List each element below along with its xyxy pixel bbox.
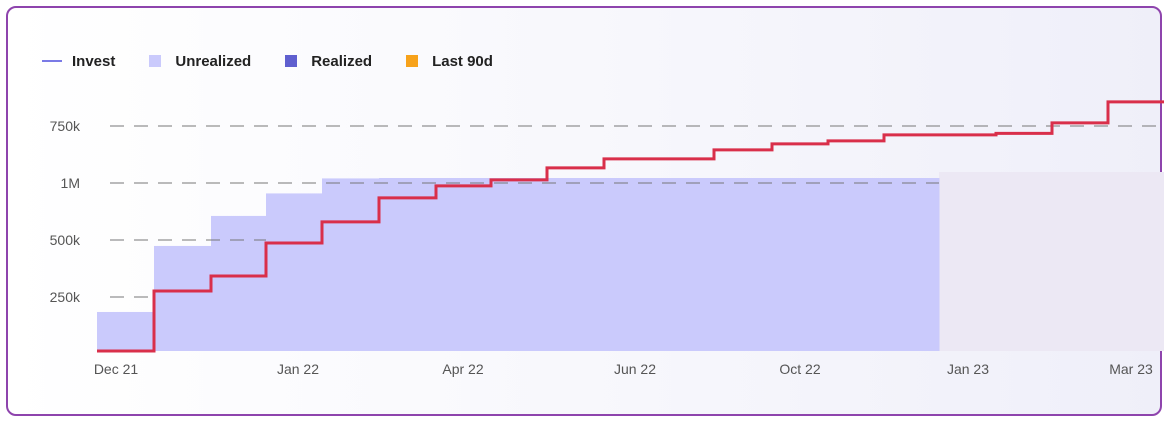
x-tick-label: Jun 22 <box>614 361 656 377</box>
unrealized-bar-5 <box>379 178 437 351</box>
invest-line <box>97 100 1164 353</box>
legend-label-realized: Realized <box>311 52 373 70</box>
legend-item-unrealized[interactable]: Unrealized <box>149 53 251 70</box>
chart-legend: Invest Unrealized Realized Last 90d <box>42 50 527 72</box>
legend-item-realized[interactable]: Realized <box>285 53 372 70</box>
x-tick-label: Jan 23 <box>947 361 989 377</box>
y-tick-label: 250k <box>50 289 81 305</box>
unrealized-bar-2 <box>211 215 267 351</box>
legend-label-invest: Invest <box>72 52 116 70</box>
unrealized-bar-3 <box>266 193 323 351</box>
legend-item-last-90d[interactable]: Last 90d <box>406 53 493 70</box>
x-tick-label: Oct 22 <box>779 361 820 377</box>
y-tick-label: 500k <box>50 232 81 248</box>
unrealized-bar-7 <box>491 178 548 351</box>
legend-swatch-last-90d <box>406 55 419 67</box>
last-90d-region <box>939 172 1164 351</box>
x-tick-label: Dec 21 <box>94 361 139 377</box>
legend-swatch-unrealized <box>149 55 162 67</box>
unrealized-bar-0 <box>97 311 155 351</box>
unrealized-bar-4 <box>322 178 380 351</box>
unrealized-bar-10 <box>659 178 715 351</box>
x-tick-label: Jan 22 <box>277 361 319 377</box>
unrealized-bar-12 <box>772 178 829 351</box>
y-tick-label: 1M <box>61 175 80 191</box>
unrealized-bar-8 <box>547 178 605 351</box>
unrealized-bar-1 <box>154 245 212 351</box>
legend-line-invest <box>42 60 62 62</box>
legend-label-last-90d: Last 90d <box>432 52 493 70</box>
y-tick-label: 750k <box>50 118 81 134</box>
x-tick-label: Mar 23 <box>1109 361 1153 377</box>
unrealized-bar-9 <box>604 178 660 351</box>
unrealized-bar-14 <box>884 178 940 351</box>
unrealized-bar-6 <box>436 178 492 351</box>
unrealized-bar-11 <box>714 178 773 351</box>
legend-swatch-realized <box>285 55 298 67</box>
x-tick-label: Apr 22 <box>442 361 483 377</box>
legend-label-unrealized: Unrealized <box>175 52 252 70</box>
unrealized-bar-13 <box>828 178 885 351</box>
legend-item-invest[interactable]: Invest <box>42 53 115 70</box>
